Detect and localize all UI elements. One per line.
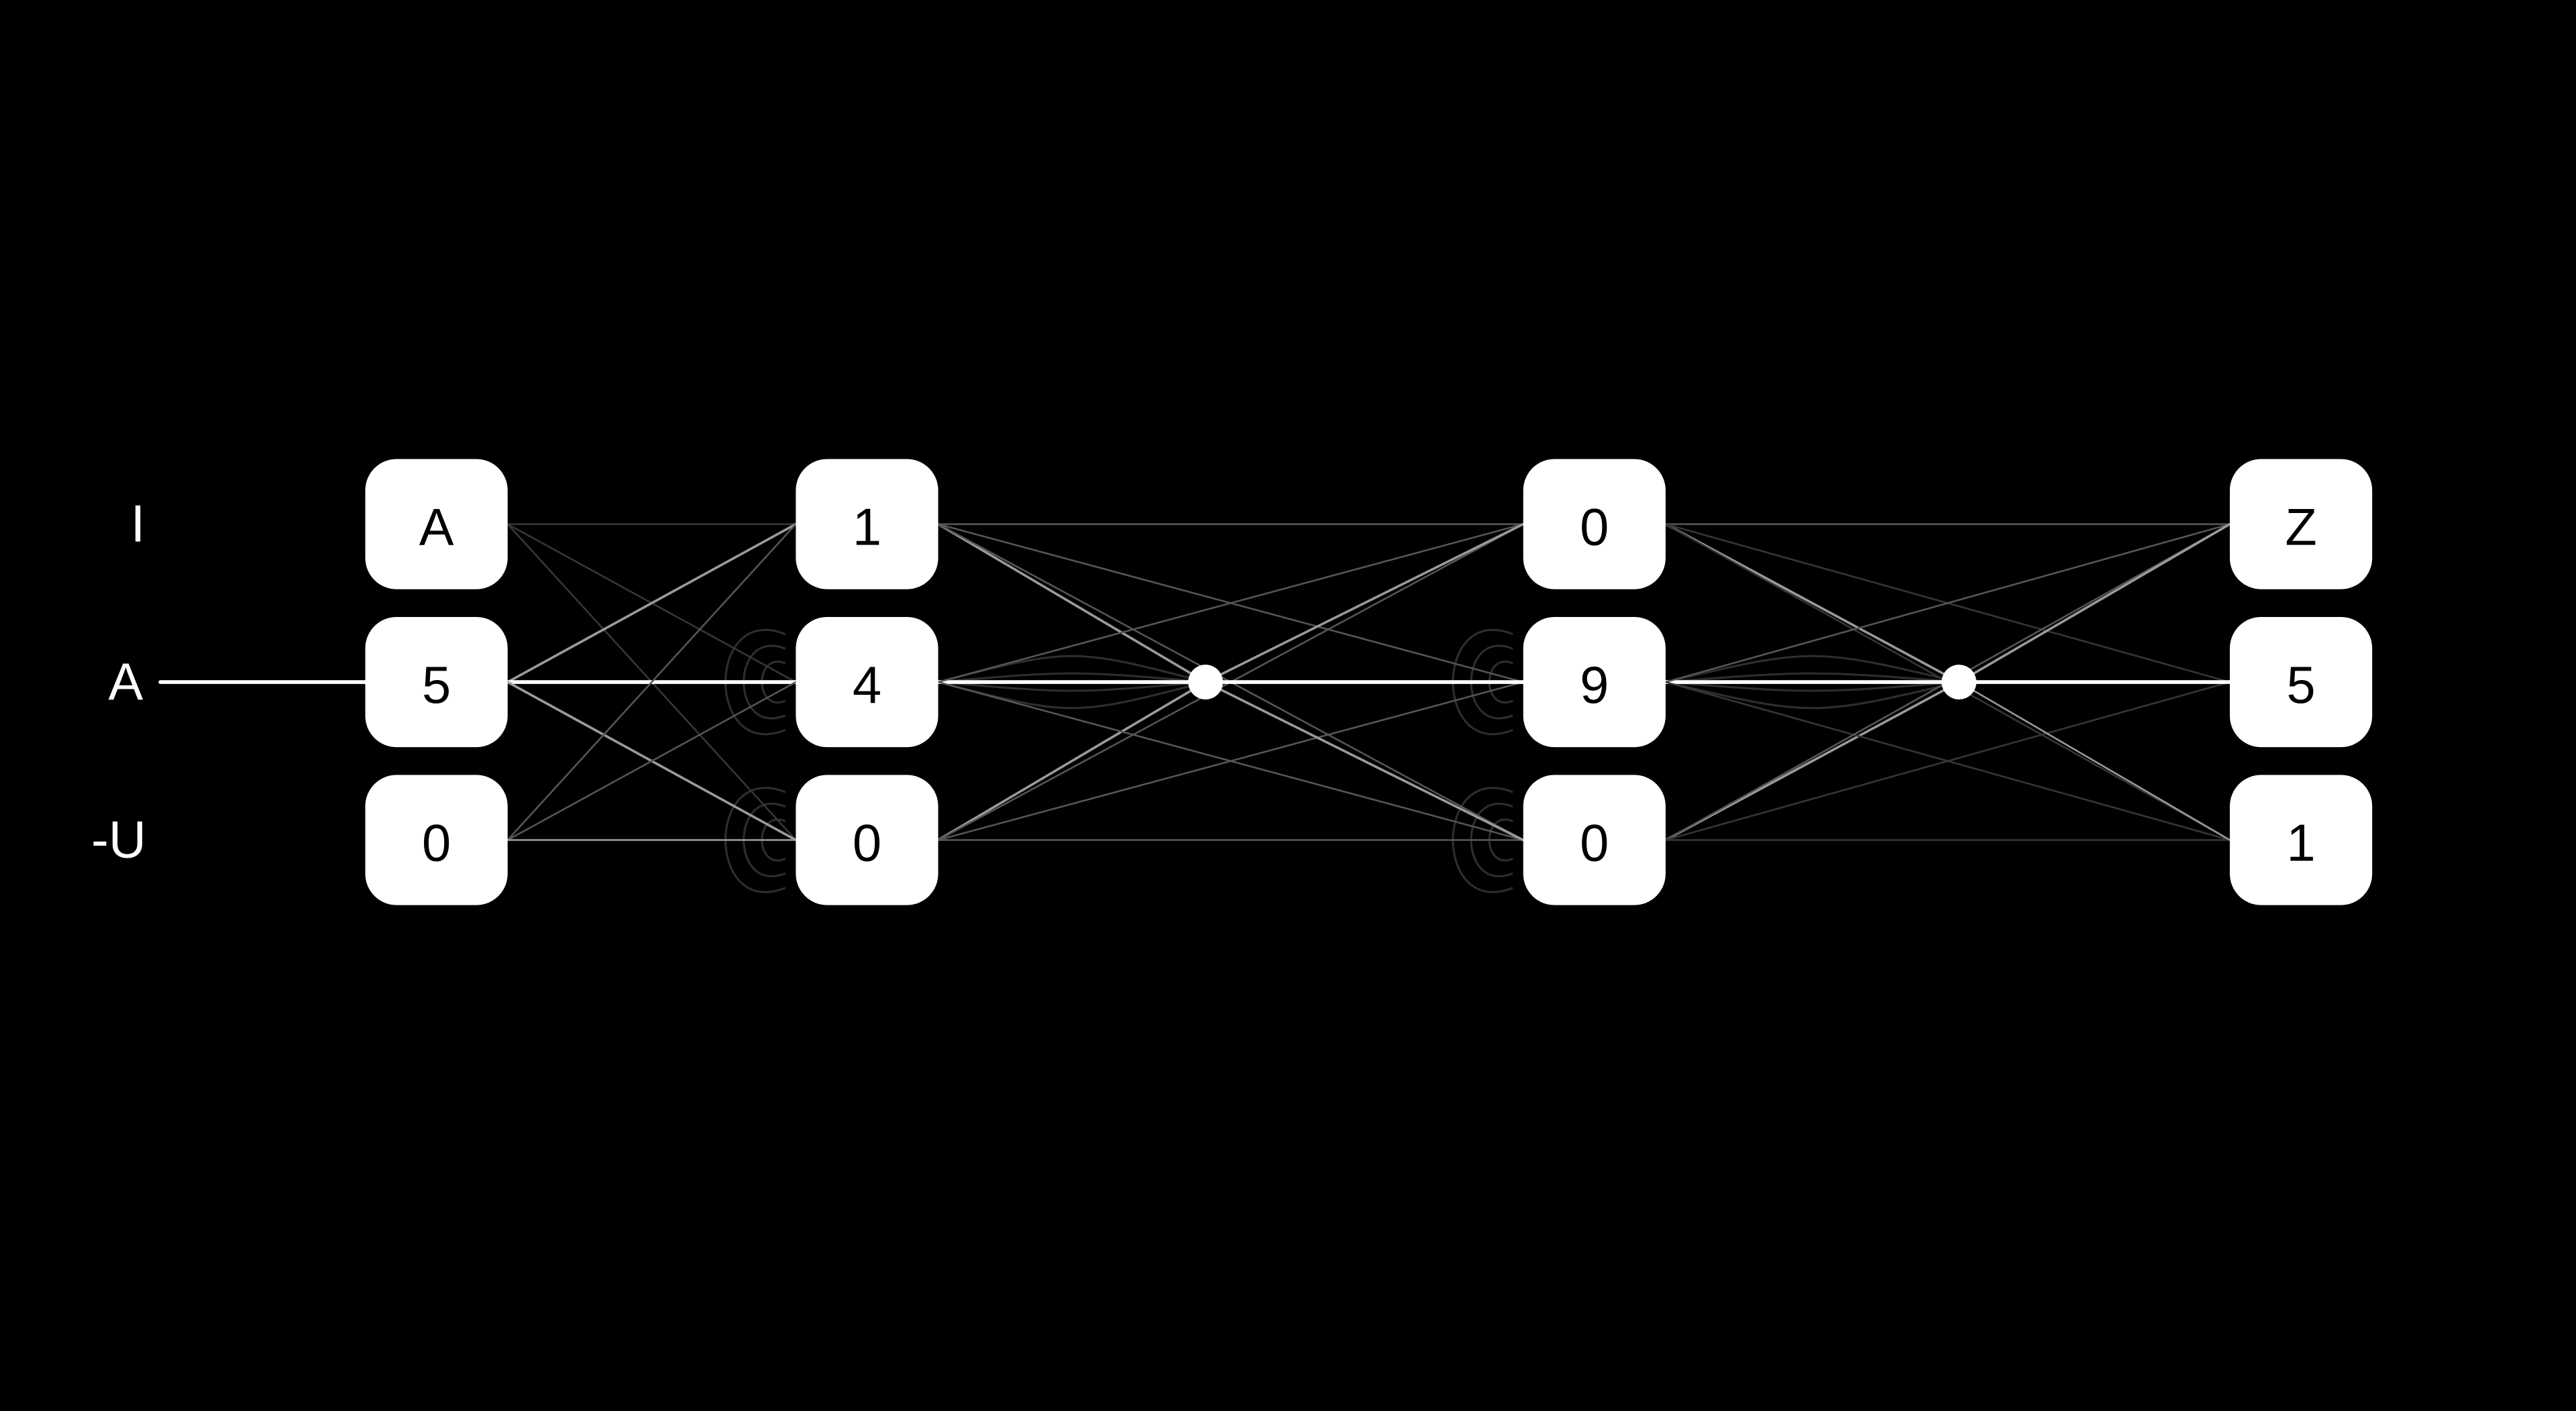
node-label: 0	[853, 815, 881, 872]
node-label: 1	[2286, 815, 2315, 872]
network-diagram: A 5 0 1 4 0 0 9 0 Z 5 1 I A -U	[0, 0, 2576, 1411]
junction-dot	[1941, 665, 1976, 699]
node-n00: A	[366, 459, 508, 589]
row-label: A	[108, 653, 143, 711]
node-n30: Z	[2230, 459, 2372, 589]
row-labels: I A -U	[91, 496, 146, 869]
node-label: 0	[422, 815, 451, 872]
node-label: 5	[422, 657, 451, 714]
node-n32: 1	[2230, 775, 2372, 905]
edge	[1205, 524, 1523, 683]
edge	[1205, 682, 1523, 840]
node-label: 5	[2286, 657, 2315, 714]
row-label: -U	[91, 811, 146, 869]
edge	[938, 682, 1206, 840]
node-label: 1	[853, 499, 881, 557]
node-n31: 5	[2230, 617, 2372, 747]
junction-dot	[1188, 665, 1223, 699]
node-n22: 0	[1523, 775, 1666, 905]
node-label: 0	[1580, 499, 1609, 557]
node-label: 0	[1580, 815, 1609, 872]
node-label: Z	[2285, 499, 2316, 557]
node-label: 9	[1580, 657, 1609, 714]
node-n02: 0	[366, 775, 508, 905]
node-n21: 9	[1523, 617, 1666, 747]
node-n11: 4	[796, 617, 938, 747]
edge	[1959, 682, 2230, 840]
node-label: A	[419, 499, 454, 557]
edge	[1959, 524, 2230, 683]
node-n12: 0	[796, 775, 938, 905]
node-n10: 1	[796, 459, 938, 589]
edge	[938, 524, 1206, 683]
node-n01: 5	[366, 617, 508, 747]
row-label: I	[131, 496, 146, 553]
node-label: 4	[853, 657, 881, 714]
node-n20: 0	[1523, 459, 1666, 589]
